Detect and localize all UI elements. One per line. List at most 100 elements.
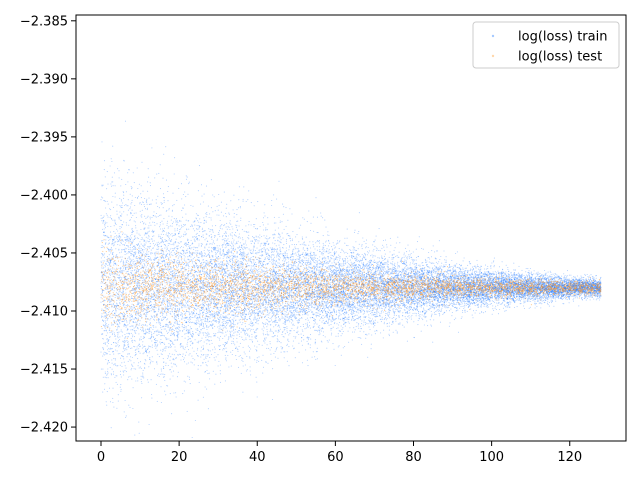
- scatter-point: [106, 345, 108, 347]
- scatter-point: [537, 292, 539, 294]
- scatter-point: [250, 265, 252, 267]
- scatter-point: [242, 317, 244, 319]
- scatter-point: [191, 224, 193, 226]
- scatter-point: [121, 362, 123, 364]
- scatter-point: [238, 261, 240, 263]
- series-0-points: [100, 120, 602, 439]
- scatter-point: [361, 258, 363, 260]
- scatter-point: [183, 287, 185, 289]
- scatter-point: [419, 276, 421, 278]
- scatter-point: [210, 229, 212, 231]
- scatter-point: [151, 199, 153, 201]
- scatter-point: [201, 337, 203, 339]
- scatter-point: [387, 301, 389, 303]
- scatter-point: [131, 209, 133, 211]
- scatter-point: [152, 361, 154, 363]
- scatter-point: [452, 300, 454, 302]
- scatter-point: [153, 245, 156, 247]
- scatter-point: [572, 300, 575, 302]
- scatter-point: [198, 334, 200, 337]
- scatter-point: [432, 341, 434, 343]
- scatter-point: [298, 277, 300, 279]
- scatter-point: [266, 319, 269, 321]
- scatter-point: [381, 309, 383, 312]
- scatter-point: [269, 256, 271, 258]
- scatter-point: [312, 257, 314, 259]
- scatter-point: [103, 228, 105, 230]
- scatter-point: [345, 244, 348, 246]
- scatter-point: [200, 365, 202, 367]
- scatter-point: [172, 343, 174, 345]
- scatter-point: [156, 349, 158, 351]
- scatter-point: [179, 324, 181, 326]
- scatter-point: [242, 360, 244, 362]
- scatter-point: [117, 168, 119, 170]
- scatter-point: [253, 261, 255, 263]
- scatter-point: [174, 234, 176, 236]
- scatter-point: [205, 332, 207, 334]
- scatter-point: [297, 266, 299, 268]
- scatter-point: [335, 304, 337, 306]
- scatter-point: [209, 317, 211, 320]
- scatter-point: [413, 259, 415, 261]
- scatter-point: [454, 303, 456, 305]
- scatter-point: [138, 183, 140, 185]
- scatter-point: [297, 326, 299, 328]
- scatter-point: [222, 315, 224, 317]
- scatter-point: [213, 346, 216, 348]
- scatter-point: [133, 263, 135, 265]
- scatter-point: [285, 250, 288, 252]
- scatter-point: [155, 330, 157, 332]
- scatter-point: [126, 305, 128, 307]
- scatter-point: [598, 292, 600, 294]
- scatter-point: [225, 315, 227, 317]
- scatter-point: [419, 278, 421, 280]
- scatter-point: [388, 308, 390, 311]
- scatter-point: [178, 256, 180, 258]
- scatter-point: [431, 250, 433, 252]
- scatter-point: [355, 241, 357, 243]
- scatter-point: [228, 240, 230, 243]
- scatter-point: [159, 222, 161, 224]
- scatter-point: [132, 297, 134, 300]
- scatter-point: [298, 268, 300, 271]
- scatter-point: [327, 252, 329, 254]
- scatter-point: [157, 251, 159, 253]
- scatter-point: [343, 271, 345, 273]
- scatter-point: [215, 258, 217, 260]
- scatter-point: [285, 282, 287, 284]
- scatter-point: [103, 232, 105, 234]
- scatter-point: [158, 207, 160, 209]
- scatter-point: [171, 366, 173, 368]
- scatter-point: [231, 267, 233, 269]
- scatter-point: [415, 315, 417, 317]
- scatter-point: [141, 397, 143, 399]
- scatter-point: [180, 235, 182, 237]
- scatter-point: [228, 366, 230, 368]
- scatter-point: [193, 307, 196, 309]
- scatter-point: [329, 314, 331, 316]
- scatter-point: [120, 260, 122, 262]
- scatter-point: [308, 260, 310, 262]
- scatter-point: [172, 279, 174, 281]
- scatter-point: [259, 251, 261, 253]
- scatter-point: [162, 307, 164, 309]
- scatter-point: [187, 271, 189, 273]
- scatter-point: [205, 336, 207, 339]
- scatter-point: [236, 209, 238, 211]
- scatter-point: [235, 268, 237, 271]
- scatter-point: [283, 351, 285, 353]
- scatter-point: [129, 375, 131, 377]
- scatter-point: [314, 253, 316, 255]
- scatter-point: [213, 196, 215, 198]
- scatter-point: [333, 318, 335, 320]
- scatter-point: [446, 278, 448, 280]
- scatter-point: [250, 325, 252, 327]
- scatter-point: [385, 305, 387, 308]
- scatter-point: [261, 265, 263, 267]
- scatter-point: [223, 319, 225, 321]
- scatter-point: [255, 309, 257, 311]
- scatter-point: [360, 288, 362, 290]
- scatter-point: [356, 260, 358, 262]
- scatter-point: [383, 267, 385, 269]
